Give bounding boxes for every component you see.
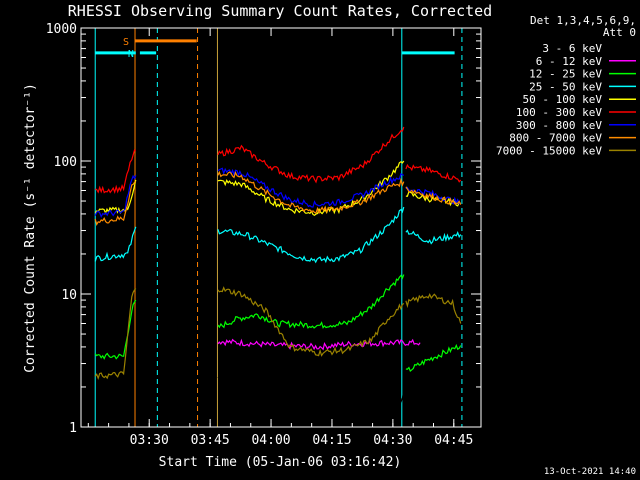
legend-label-5: 100 - 300 keV (516, 106, 602, 119)
legend-label-8: 7000 - 15000 keV (496, 144, 602, 157)
plot-frame (80, 27, 482, 428)
series-line-5-1 (217, 126, 405, 184)
y-axis-label: Corrected Count Rate (s⁻¹ detector⁻¹) (23, 83, 38, 373)
series-line-6-0 (94, 174, 137, 219)
legend-label-7: 800 - 7000 keV (509, 132, 602, 145)
legend-label-6: 300 - 800 keV (516, 119, 602, 132)
x-tick-label-4: 04:30 (373, 433, 412, 448)
legend-label-2: 12 - 25 keV (529, 68, 602, 81)
series-line-7-2 (405, 186, 462, 205)
series-line-7-0 (94, 181, 137, 226)
series-line-5-2 (405, 163, 462, 183)
legend-label-3: 25 - 50 keV (529, 80, 602, 93)
y-tick-label-3: 1000 (46, 22, 77, 37)
legend-label-4: 50 - 100 keV (523, 93, 603, 106)
footer-date: 13-Oct-2021 14:40 (544, 467, 636, 477)
series-line-6-1 (217, 167, 405, 208)
y-axis: 1 10 100 1000 (46, 22, 481, 436)
x-axis: 03:30 03:45 04:00 04:15 04:30 04:45 (87, 28, 473, 448)
x-tick-label-5: 04:45 (434, 433, 473, 448)
series-line-3-2 (405, 229, 462, 245)
x-axis-label: Start Time (05-Jan-06 03:16:42) (159, 455, 402, 470)
y-tick-label-1: 10 (61, 288, 77, 303)
legend-label-0: 3 - 6 keV (542, 42, 602, 55)
x-tick-label-1: 03:45 (191, 433, 230, 448)
series-line-3-1 (217, 206, 405, 264)
legend-label-1: 6 - 12 keV (536, 55, 603, 68)
legend-header-0: Det 1,3,4,5,6,9, (530, 14, 636, 27)
series-line-4-0 (94, 179, 137, 215)
y-tick-label-2: 100 (54, 155, 77, 170)
series-line-5-0 (94, 149, 136, 195)
chart-title: RHESSI Observing Summary Count Rates, Co… (68, 2, 492, 20)
series-line-2-0 (94, 299, 137, 360)
y-tick-label-0: 1 (69, 421, 77, 436)
series-line-2-1 (217, 274, 405, 329)
legend-header-1: Att 0 (603, 26, 636, 39)
plot-area: SN (94, 28, 463, 427)
series-line-3-0 (94, 226, 137, 262)
series-line-8-0 (94, 288, 137, 381)
flag-label-s: S (123, 37, 129, 48)
series-line-2-2 (405, 343, 462, 372)
series-line-0-0 (127, 386, 133, 394)
x-tick-label-3: 04:15 (312, 433, 351, 448)
x-tick-label-0: 03:30 (130, 433, 169, 448)
series-line-8-1 (217, 286, 405, 357)
x-tick-label-2: 04:00 (251, 433, 290, 448)
series-line-7-1 (217, 170, 405, 215)
series-line-1-0 (217, 338, 421, 351)
flag-label-n: N (128, 49, 134, 60)
series-line-8-2 (405, 293, 462, 324)
series-line-0-1 (217, 372, 413, 415)
